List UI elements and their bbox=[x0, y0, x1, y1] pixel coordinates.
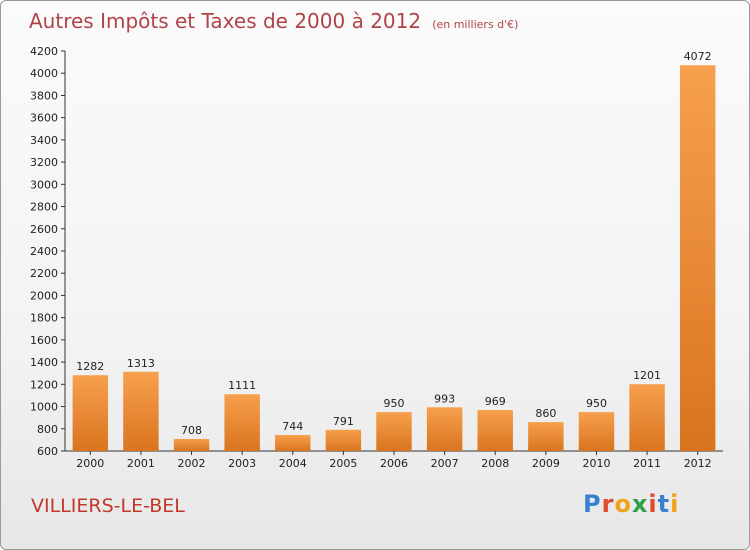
bar-value-label: 1313 bbox=[127, 357, 155, 370]
bar-value-label: 744 bbox=[282, 420, 303, 433]
logo-letter: o bbox=[614, 490, 632, 518]
bar-value-label: 1111 bbox=[228, 379, 256, 392]
bar-2011 bbox=[629, 384, 665, 451]
bar-2003 bbox=[224, 394, 260, 451]
bar-value-label: 791 bbox=[333, 415, 354, 428]
bar-value-label: 969 bbox=[485, 395, 506, 408]
x-tick-label: 2005 bbox=[329, 457, 357, 470]
bar-value-label: 4072 bbox=[684, 50, 712, 63]
bar-2002 bbox=[173, 439, 210, 451]
x-tick-label: 2001 bbox=[127, 457, 155, 470]
x-tick-label: 2010 bbox=[582, 457, 610, 470]
bar-2007 bbox=[426, 407, 463, 451]
bar-2004 bbox=[275, 435, 311, 451]
x-axis: 2000 2001 2002 2003 2004 2005 2006 2007 2008 2009… bbox=[65, 450, 723, 470]
bar-2009 bbox=[528, 422, 564, 451]
bar-value-label: 1201 bbox=[633, 369, 661, 382]
y-tick-label: 1800 bbox=[30, 312, 58, 325]
y-tick-label: 3200 bbox=[30, 156, 58, 169]
x-tick-label: 2004 bbox=[279, 457, 307, 470]
bar-2006 bbox=[376, 412, 412, 451]
chart-subtitle: (en milliers d'€) bbox=[432, 18, 519, 31]
chart-title-block: Autres Impôts et Taxes de 2000 à 2012 (e… bbox=[29, 9, 518, 33]
y-tick-label: 2000 bbox=[30, 289, 58, 302]
logo-letter: r bbox=[601, 490, 615, 518]
y-tick-label: 1000 bbox=[30, 401, 58, 414]
bar-value-label: 1282 bbox=[76, 360, 104, 373]
bar-value-label: 860 bbox=[535, 407, 556, 420]
y-tick-label: 600 bbox=[37, 445, 58, 458]
y-tick-label: 2800 bbox=[30, 201, 58, 214]
bar-value-label: 950 bbox=[384, 397, 405, 410]
chart-title: Autres Impôts et Taxes de 2000 à 2012 bbox=[29, 9, 422, 33]
x-tick-label: 2011 bbox=[633, 457, 661, 470]
bar-value-label: 708 bbox=[181, 424, 202, 437]
logo-letter: i bbox=[670, 490, 680, 518]
x-tick-label: 2008 bbox=[481, 457, 509, 470]
y-tick-label: 1600 bbox=[30, 334, 58, 347]
y-tick-label: 3600 bbox=[30, 112, 58, 125]
x-tick-label: 2009 bbox=[532, 457, 560, 470]
y-tick-label: 3000 bbox=[30, 178, 58, 191]
x-tick-label: 2000 bbox=[76, 457, 104, 470]
x-tick-label: 2012 bbox=[684, 457, 712, 470]
y-tick-label: 1400 bbox=[30, 356, 58, 369]
bar-value-label: 993 bbox=[434, 392, 455, 405]
y-tick-label: 4000 bbox=[30, 67, 58, 80]
y-tick-label: 800 bbox=[37, 423, 58, 436]
y-axis: 600 800 1000 1200 1400 1600 1800 2000 2200 2400 26… bbox=[30, 45, 66, 458]
y-tick-label: 3800 bbox=[30, 89, 58, 102]
x-tick-label: 2007 bbox=[431, 457, 459, 470]
logo-letter: x bbox=[631, 490, 649, 518]
y-tick-label: 1200 bbox=[30, 378, 58, 391]
bar-value-label: 950 bbox=[586, 397, 607, 410]
bars-group: 1282 1313 708 1111 744 791 950 993 969 860 950 1201… bbox=[72, 50, 716, 451]
logo-letter: t bbox=[657, 490, 671, 518]
x-tick-label: 2006 bbox=[380, 457, 408, 470]
bar-2008 bbox=[477, 410, 513, 451]
y-tick-label: 3400 bbox=[30, 134, 58, 147]
commune-name: VILLIERS-LE-BEL bbox=[31, 495, 185, 517]
y-tick-label: 2600 bbox=[30, 223, 58, 236]
y-tick-label: 2400 bbox=[30, 245, 58, 258]
logo-letter: i bbox=[648, 490, 658, 518]
proxiti-logo[interactable]: Proxiti bbox=[583, 490, 679, 518]
y-tick-label: 4200 bbox=[30, 45, 58, 58]
y-tick-label: 2200 bbox=[30, 267, 58, 280]
bar-2010 bbox=[578, 412, 615, 451]
x-tick-label: 2003 bbox=[228, 457, 256, 470]
x-tick-label: 2002 bbox=[178, 457, 206, 470]
bar-2012 bbox=[679, 65, 716, 451]
bar-2005 bbox=[325, 429, 362, 451]
bar-2000 bbox=[72, 375, 109, 451]
logo-letter: P bbox=[583, 490, 602, 518]
bar-2001 bbox=[123, 371, 159, 451]
